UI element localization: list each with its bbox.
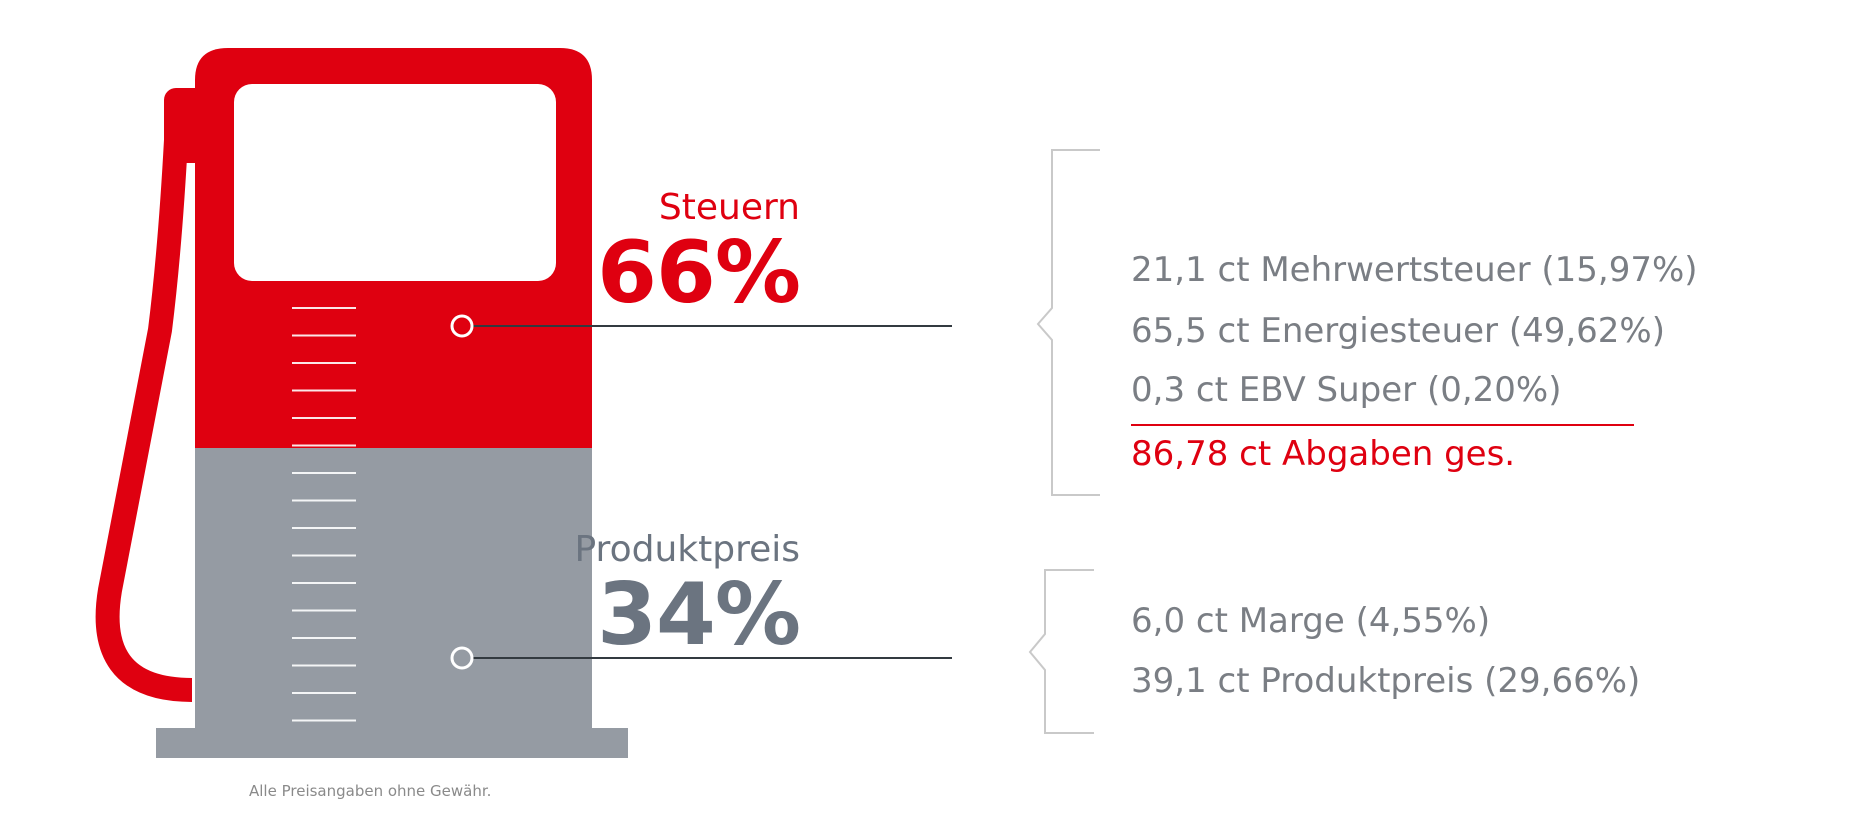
- tax-percent: 66%: [597, 223, 801, 323]
- product-item-margin: 6,0 ct Marge (4,55%): [1131, 601, 1491, 641]
- product-pointer-dot: [450, 646, 474, 670]
- tax-pointer-dot: [450, 314, 474, 338]
- pump-nozzle: [170, 103, 198, 163]
- tax-total: 86,78 ct Abgaben ges.: [1131, 434, 1516, 474]
- pump-hose: [95, 88, 200, 702]
- pump-body-product: [195, 448, 592, 730]
- tax-label: Steuern: [658, 187, 800, 228]
- product-item-price: 39,1 ct Produktpreis (29,66%): [1131, 661, 1641, 701]
- product-bracket: [1028, 569, 1094, 734]
- product-label: Produktpreis: [574, 529, 800, 570]
- tax-item-energy: 65,5 ct Energiesteuer (49,62%): [1131, 311, 1666, 351]
- tax-item-ebv: 0,3 ct EBV Super (0,20%): [1131, 370, 1562, 410]
- tax-item-vat: 21,1 ct Mehrwertsteuer (15,97%): [1131, 250, 1698, 290]
- pump-screen: [234, 84, 556, 281]
- tax-bracket: [1036, 149, 1100, 496]
- product-percent: 34%: [597, 565, 801, 665]
- disclaimer: Alle Preisangaben ohne Gewähr.: [249, 782, 492, 800]
- pump-base: [156, 728, 628, 758]
- pump-scale-ticks: [292, 307, 356, 722]
